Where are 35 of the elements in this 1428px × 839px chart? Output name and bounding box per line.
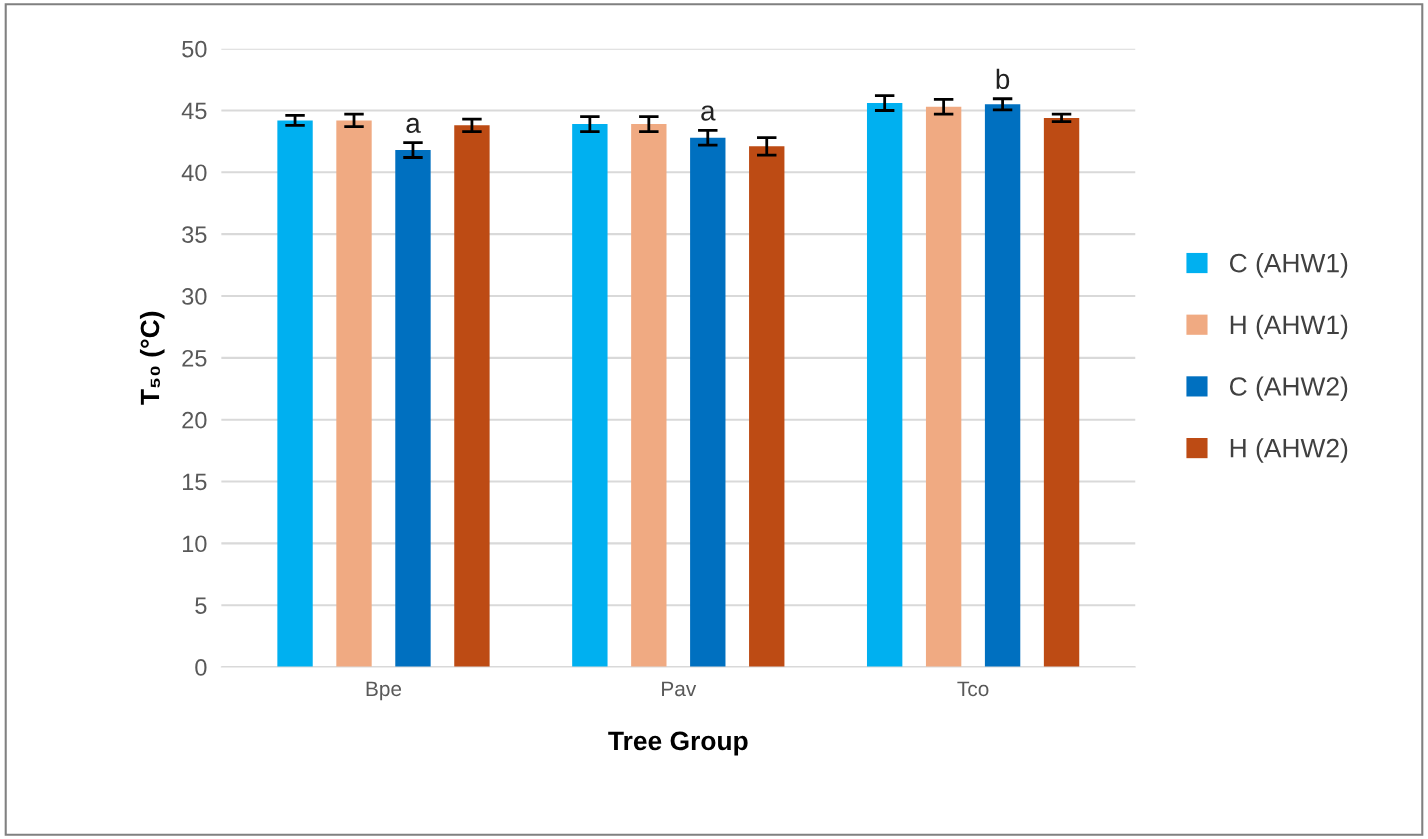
y-tick-label: 30: [182, 288, 207, 305]
bar: [277, 120, 313, 667]
y-tick-label: 10: [182, 535, 207, 553]
legend-label: H (AHW1): [1230, 314, 1348, 340]
x-axis-title: Tree Group: [608, 731, 748, 756]
annotation: a: [701, 105, 716, 121]
annotation: a: [406, 117, 421, 133]
x-tick-label: Tco: [957, 681, 989, 697]
y-axis-title: T₅₀ (°C): [139, 311, 165, 405]
y-tick-label: 45: [181, 102, 207, 120]
bar: [925, 106, 962, 667]
y-tick-label: 35: [182, 226, 207, 243]
bar: [866, 103, 903, 667]
bar: [690, 137, 726, 667]
y-tick-label: 5: [195, 597, 207, 614]
y-tick-label: 25: [182, 349, 207, 367]
y-tick-label: 20: [182, 411, 207, 429]
x-tick-label: Bpe: [366, 681, 402, 701]
bar: [631, 124, 667, 667]
bar: [572, 124, 608, 667]
y-tick-label: 40: [181, 164, 207, 182]
bar: [984, 104, 1021, 667]
bar: [749, 146, 785, 667]
x-tick-label: Pav: [662, 681, 697, 697]
y-tick-label: 50: [182, 40, 207, 58]
legend-label: C (AHW2): [1229, 376, 1348, 402]
annotation: b: [996, 68, 1010, 90]
legend-label: C (AHW1): [1229, 253, 1348, 278]
bar: [395, 150, 431, 667]
bar: [1043, 117, 1080, 667]
y-tick-label: 15: [182, 473, 207, 491]
y-tick-label: 0: [195, 659, 207, 676]
bar: [454, 125, 490, 667]
bar: [336, 120, 372, 667]
legend-label: H (AHW2): [1230, 438, 1348, 463]
